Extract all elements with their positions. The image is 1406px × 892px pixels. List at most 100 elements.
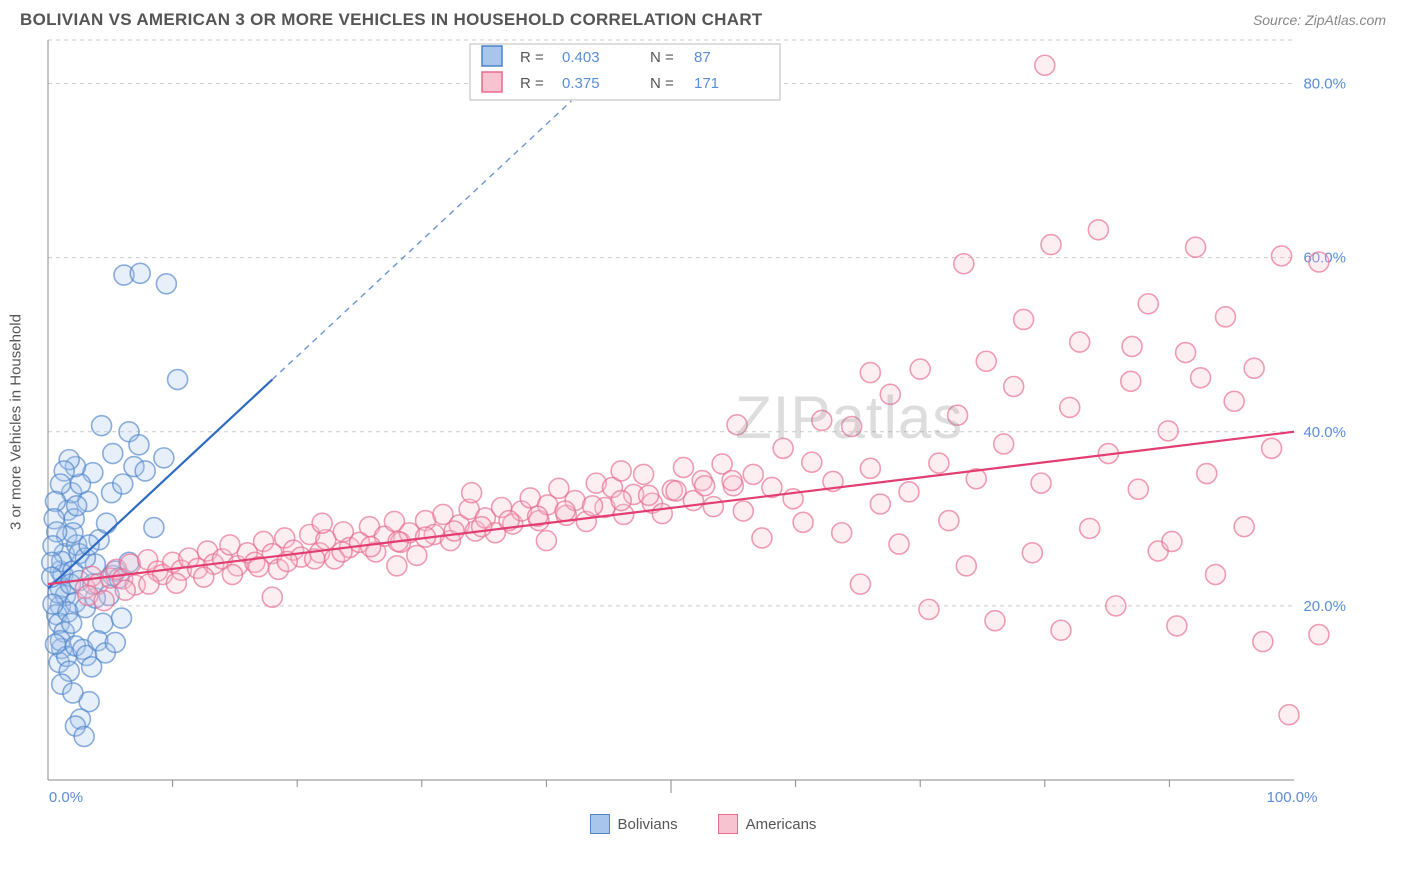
data-point xyxy=(722,471,742,491)
data-point xyxy=(312,513,332,533)
data-point xyxy=(115,580,135,600)
data-point xyxy=(1272,246,1292,266)
data-point xyxy=(1158,421,1178,441)
data-point xyxy=(812,410,832,430)
header: BOLIVIAN VS AMERICAN 3 OR MORE VEHICLES … xyxy=(0,0,1406,36)
data-point xyxy=(1031,473,1051,493)
data-point xyxy=(733,501,753,521)
data-point xyxy=(1122,336,1142,356)
legend-n-value: 87 xyxy=(694,49,711,66)
data-point xyxy=(1224,391,1244,411)
legend-swatch xyxy=(482,72,502,92)
chart-title: BOLIVIAN VS AMERICAN 3 OR MORE VEHICLES … xyxy=(20,10,763,30)
data-point xyxy=(929,453,949,473)
data-point xyxy=(222,565,242,585)
data-point xyxy=(666,481,686,501)
legend-swatch xyxy=(718,814,738,834)
legend-label: Bolivians xyxy=(618,816,678,833)
data-point xyxy=(555,501,575,521)
legend-r-value: 0.403 xyxy=(562,49,600,66)
data-point xyxy=(954,254,974,274)
data-point xyxy=(773,438,793,458)
data-point xyxy=(1186,237,1206,257)
data-point xyxy=(1106,596,1126,616)
x-tick-label: 100.0% xyxy=(1267,789,1318,806)
data-point xyxy=(1167,616,1187,636)
data-point xyxy=(842,417,862,437)
legend-n-label: N = xyxy=(650,49,674,66)
data-point xyxy=(583,496,603,516)
data-point xyxy=(1041,235,1061,255)
data-point xyxy=(880,384,900,404)
data-point xyxy=(752,528,772,548)
data-point xyxy=(156,274,176,294)
data-point xyxy=(1206,565,1226,585)
data-point xyxy=(1070,332,1090,352)
data-point xyxy=(743,464,763,484)
data-point xyxy=(113,474,133,494)
data-point xyxy=(139,574,159,594)
data-point xyxy=(1128,479,1148,499)
data-point xyxy=(889,534,909,554)
data-point xyxy=(948,405,968,425)
legend-n-label: N = xyxy=(650,75,674,92)
data-point xyxy=(135,461,155,481)
data-point xyxy=(74,726,94,746)
data-point xyxy=(472,517,492,537)
data-point xyxy=(462,483,482,503)
data-point xyxy=(129,435,149,455)
legend-label: Americans xyxy=(746,816,817,833)
data-point xyxy=(956,556,976,576)
data-point xyxy=(154,448,174,468)
data-point xyxy=(1004,376,1024,396)
data-point xyxy=(899,482,919,502)
data-point xyxy=(634,464,654,484)
data-point xyxy=(695,476,715,496)
data-point xyxy=(1014,309,1034,329)
y-tick-label: 20.0% xyxy=(1303,598,1346,615)
data-point xyxy=(939,511,959,531)
data-point xyxy=(92,416,112,436)
data-point xyxy=(130,263,150,283)
data-point xyxy=(387,556,407,576)
data-point xyxy=(103,444,123,464)
legend-n-value: 171 xyxy=(694,75,719,92)
data-point xyxy=(793,512,813,532)
data-point xyxy=(639,485,659,505)
data-point xyxy=(67,496,87,516)
chart-area: 3 or more Vehicles in Household 20.0%40.… xyxy=(30,36,1386,808)
trend-line xyxy=(48,432,1294,584)
data-point xyxy=(1215,307,1235,327)
data-point xyxy=(62,613,82,633)
data-point xyxy=(168,370,188,390)
data-point xyxy=(407,545,427,565)
data-point xyxy=(43,594,63,614)
legend-item: Bolivians xyxy=(590,814,678,834)
data-point xyxy=(1191,368,1211,388)
data-point xyxy=(63,683,83,703)
data-point xyxy=(860,363,880,383)
data-point xyxy=(144,518,164,538)
data-point xyxy=(1176,343,1196,363)
data-point xyxy=(1080,518,1100,538)
data-point xyxy=(1051,620,1071,640)
legend-swatch xyxy=(482,46,502,66)
data-point xyxy=(105,632,125,652)
data-point xyxy=(262,587,282,607)
data-point xyxy=(166,573,186,593)
data-point xyxy=(112,608,132,628)
legend-r-label: R = xyxy=(520,49,544,66)
source-attribution: Source: ZipAtlas.com xyxy=(1253,12,1386,28)
data-point xyxy=(1244,358,1264,378)
data-point xyxy=(1262,438,1282,458)
data-point xyxy=(536,531,556,551)
data-point xyxy=(1022,543,1042,563)
data-point xyxy=(194,567,214,587)
data-point xyxy=(94,591,114,611)
data-point xyxy=(1309,252,1329,272)
data-point xyxy=(910,359,930,379)
legend-item: Americans xyxy=(718,814,817,834)
y-axis-label: 3 or more Vehicles in Household xyxy=(8,314,25,530)
data-point xyxy=(611,491,631,511)
data-point xyxy=(850,574,870,594)
